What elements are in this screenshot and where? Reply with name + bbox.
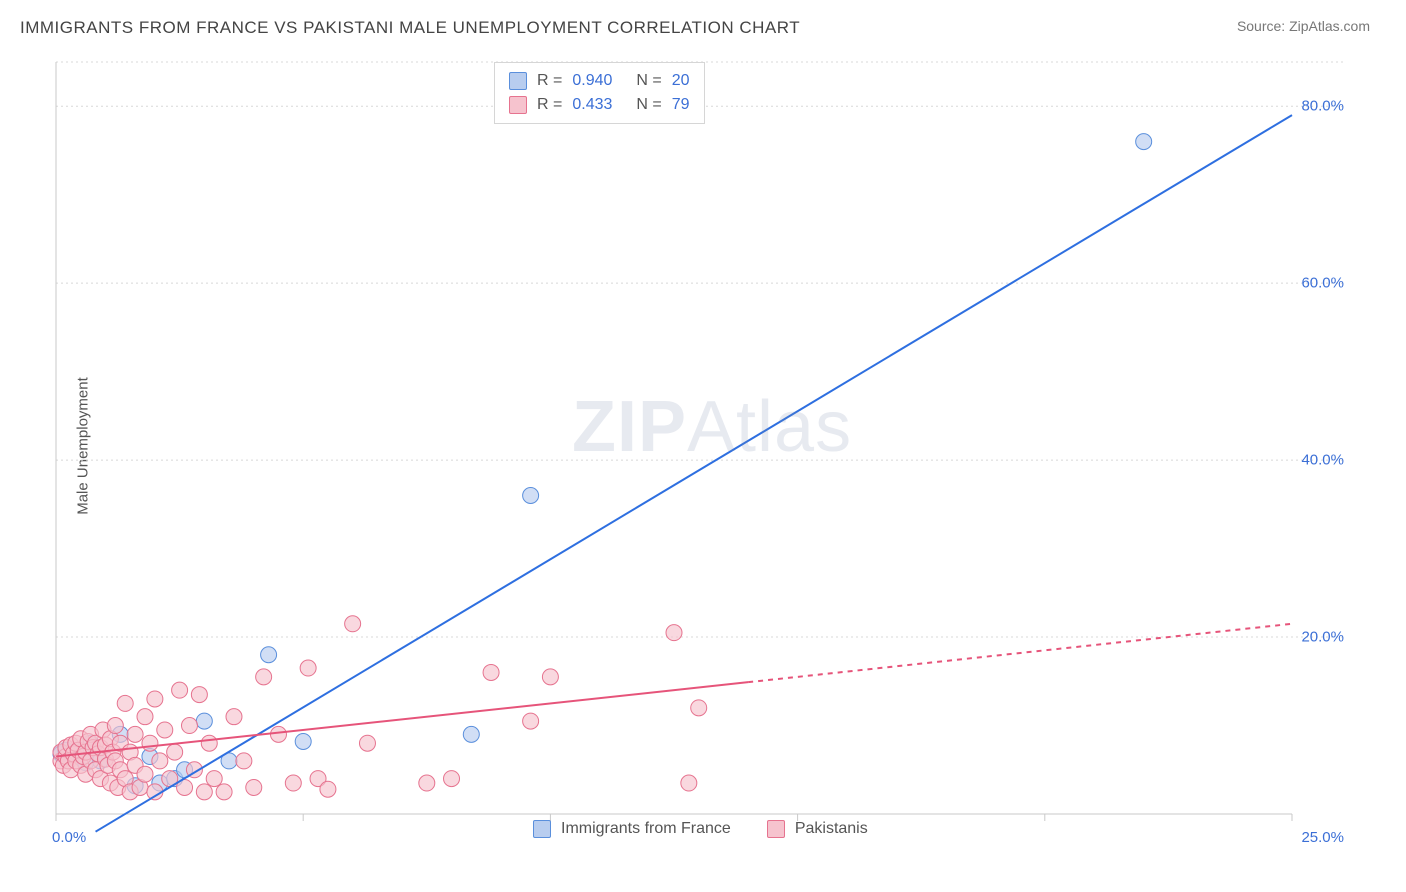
legend-R-pakistanis: 0.433 <box>572 96 612 114</box>
legend-R-label: R = <box>537 72 562 90</box>
y-tick-label: 80.0% <box>1301 98 1344 115</box>
y-tick-label: 60.0% <box>1301 275 1344 292</box>
swatch-france <box>509 72 527 90</box>
legend-N-label: N = <box>636 96 661 114</box>
legend-label-pakistanis: Pakistanis <box>795 820 868 838</box>
legend-N-label: N = <box>636 72 661 90</box>
legend-N-pakistanis: 79 <box>672 96 690 114</box>
legend-correlation-box: R = 0.940 N = 20 R = 0.433 N = 79 <box>494 62 705 124</box>
source-label: Source: ZipAtlas.com <box>1237 18 1370 34</box>
x-tick-min: 0.0% <box>52 829 86 846</box>
legend-row-pakistanis: R = 0.433 N = 79 <box>509 93 690 117</box>
legend-series: Immigrants from France Pakistanis <box>533 820 868 838</box>
chart-plot-area: ZIPAtlas R = 0.940 N = 20 R = 0.433 N = … <box>52 54 1352 844</box>
legend-label-france: Immigrants from France <box>561 820 731 838</box>
legend-item-pakistanis: Pakistanis <box>767 820 868 838</box>
legend-item-france: Immigrants from France <box>533 820 731 838</box>
legend-R-france: 0.940 <box>572 72 612 90</box>
chart-title: IMMIGRANTS FROM FRANCE VS PAKISTANI MALE… <box>20 18 800 38</box>
legend-N-france: 20 <box>672 72 690 90</box>
x-tick-max: 25.0% <box>1301 829 1344 846</box>
y-tick-label: 20.0% <box>1301 629 1344 646</box>
legend-row-france: R = 0.940 N = 20 <box>509 69 690 93</box>
legend-R-label: R = <box>537 96 562 114</box>
swatch-pakistanis <box>767 820 785 838</box>
swatch-pakistanis <box>509 96 527 114</box>
y-tick-label: 40.0% <box>1301 452 1344 469</box>
swatch-france <box>533 820 551 838</box>
chart-svg <box>52 54 1352 844</box>
